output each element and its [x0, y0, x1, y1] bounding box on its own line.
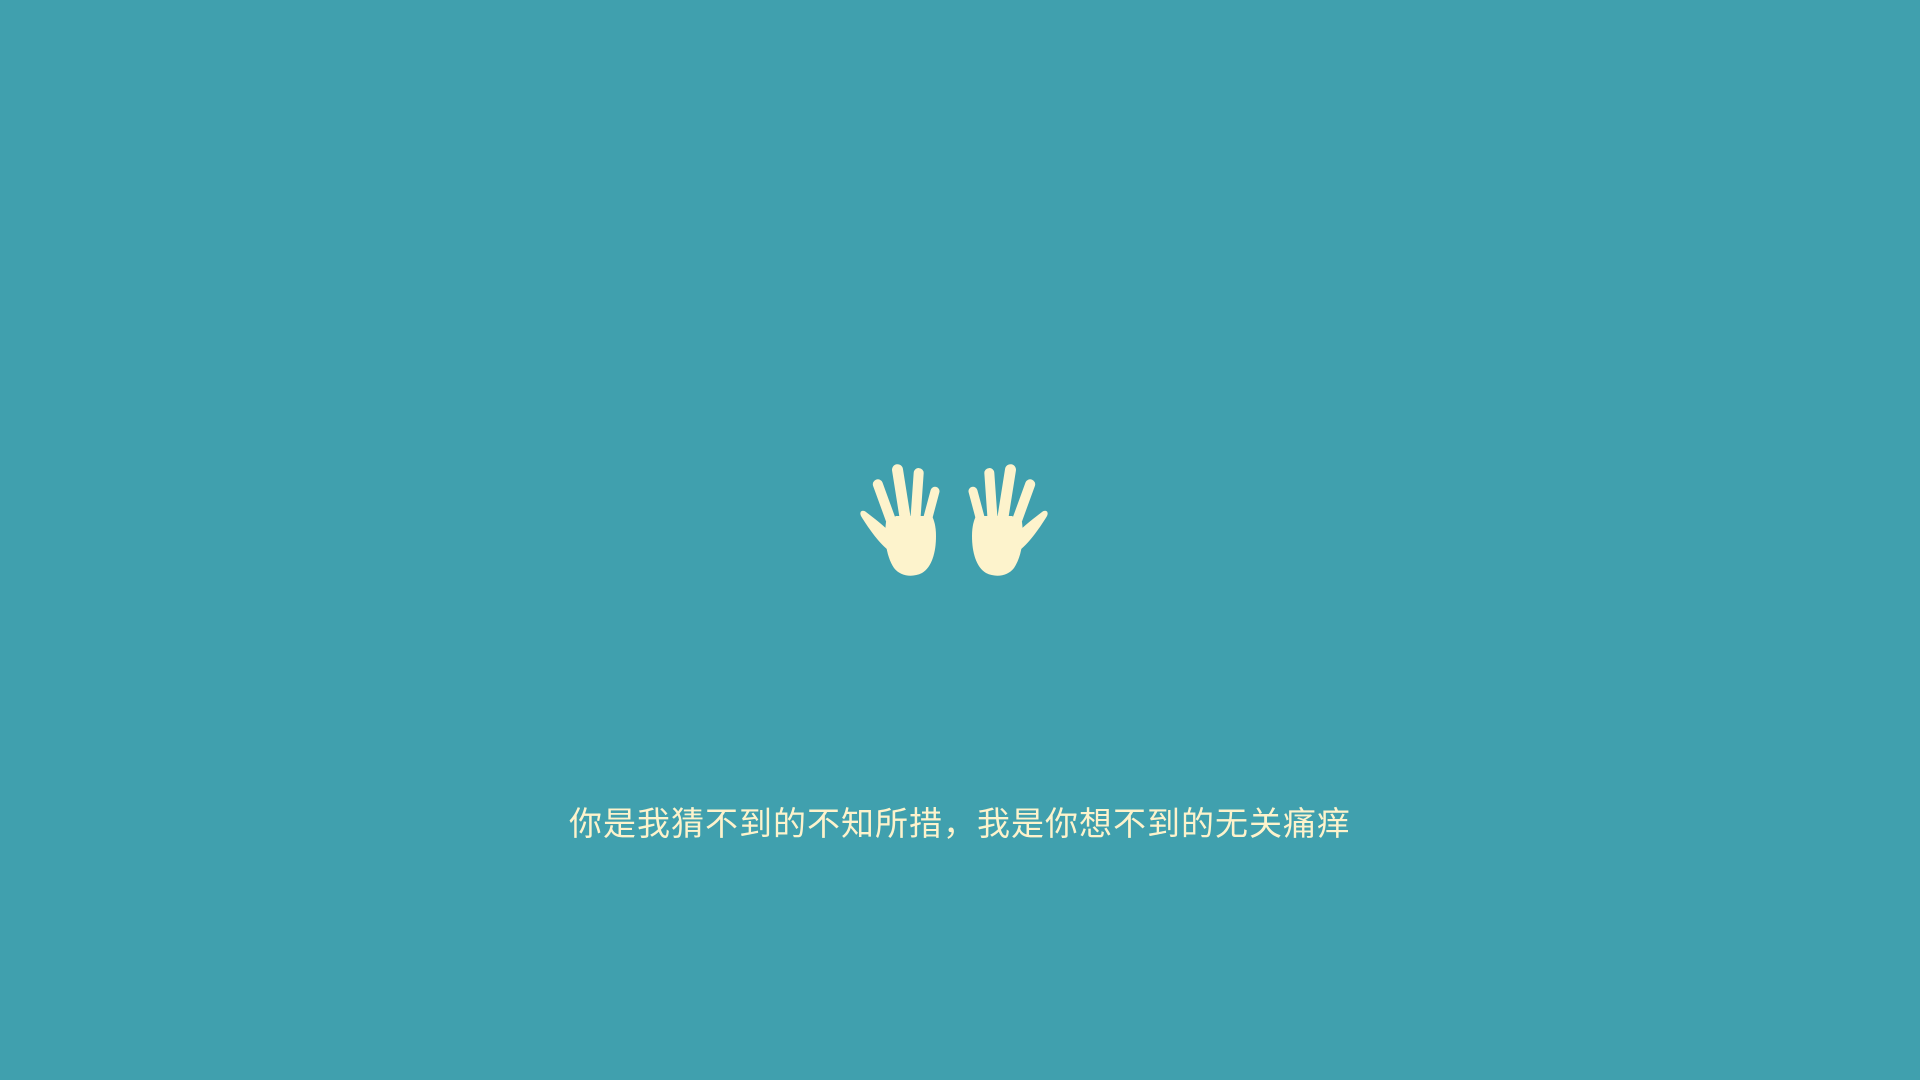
raised-hands-icon	[856, 460, 1052, 580]
caption-text: 你是我猜不到的不知所措，我是你想不到的无关痛痒	[569, 804, 1351, 843]
